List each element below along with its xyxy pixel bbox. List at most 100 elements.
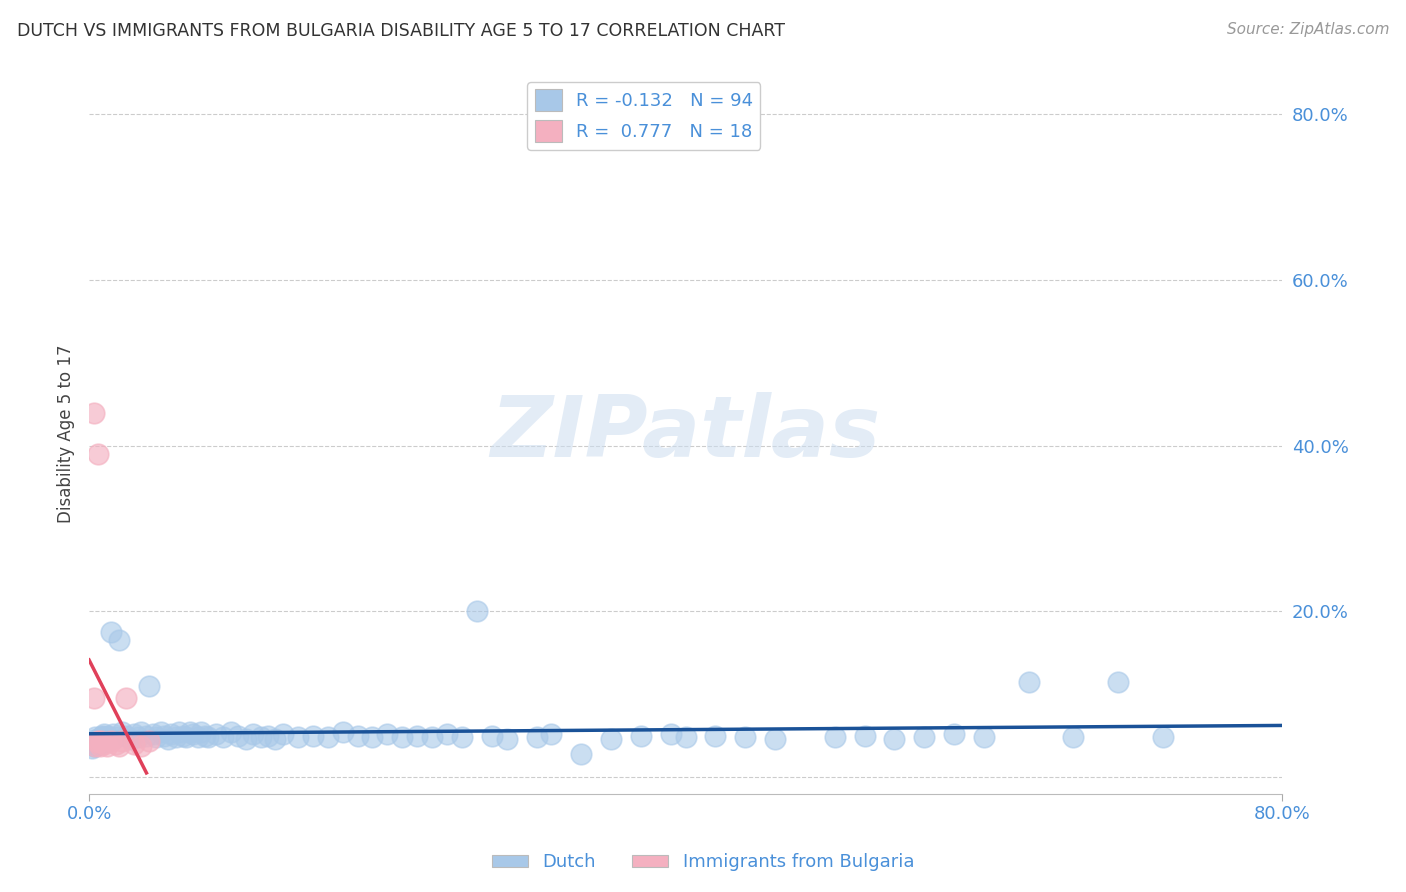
Point [391, 731, 413, 745]
Point [377, 727, 399, 741]
Point [420, 731, 443, 745]
Point [80, 741, 103, 756]
Point [167, 725, 190, 739]
Point [87, 735, 110, 749]
Point [138, 679, 160, 693]
Point [883, 731, 905, 746]
Point [83, 732, 105, 747]
Point [87, 733, 110, 747]
Point [165, 731, 187, 745]
Point [160, 727, 183, 741]
Legend: R = -0.132   N = 94, R =  0.777   N = 18: R = -0.132 N = 94, R = 0.777 N = 18 [527, 82, 761, 150]
Point [111, 725, 134, 739]
Point [108, 633, 131, 648]
Point [135, 729, 157, 743]
Point [96, 733, 118, 747]
Point [264, 731, 287, 746]
Point [149, 725, 172, 739]
Point [187, 731, 209, 745]
Point [90, 735, 112, 749]
Point [249, 731, 271, 745]
Point [912, 731, 935, 745]
Point [659, 727, 682, 741]
Point [734, 731, 756, 745]
Point [569, 747, 592, 761]
Point [436, 727, 458, 741]
Point [183, 727, 205, 741]
Point [406, 729, 429, 743]
Point [316, 731, 339, 745]
Point [675, 731, 697, 745]
Point [122, 727, 145, 741]
Point [84, 735, 107, 749]
Point [83, 739, 105, 753]
Point [100, 625, 122, 640]
Point [86, 735, 108, 749]
Point [271, 727, 294, 741]
Point [122, 737, 145, 751]
Point [87, 447, 110, 461]
Point [84, 739, 107, 753]
Point [451, 731, 474, 745]
Point [89, 739, 111, 753]
Point [93, 737, 115, 751]
Point [152, 729, 174, 743]
Point [346, 729, 368, 743]
Point [332, 724, 354, 739]
Point [704, 729, 727, 743]
Point [973, 731, 995, 745]
Point [943, 727, 966, 741]
Point [361, 731, 384, 745]
Point [108, 739, 131, 753]
Point [100, 733, 122, 747]
Point [197, 731, 219, 745]
Point [226, 729, 249, 743]
Point [104, 737, 127, 751]
Legend: Dutch, Immigrants from Bulgaria: Dutch, Immigrants from Bulgaria [485, 847, 921, 879]
Point [129, 739, 152, 753]
Point [104, 731, 127, 745]
Point [824, 731, 846, 745]
Point [93, 727, 115, 741]
Point [465, 604, 488, 618]
Point [93, 731, 115, 746]
Point [84, 731, 107, 745]
Point [87, 731, 110, 746]
Point [145, 731, 167, 745]
Point [120, 731, 142, 746]
Point [194, 729, 217, 743]
Point [481, 729, 503, 743]
Point [1062, 731, 1084, 745]
Point [115, 691, 138, 706]
Point [212, 731, 235, 745]
Point [86, 737, 108, 751]
Point [1152, 731, 1174, 745]
Point [101, 727, 124, 741]
Point [235, 731, 257, 746]
Point [242, 727, 264, 741]
Point [287, 731, 309, 745]
Point [97, 729, 120, 743]
Point [853, 729, 876, 743]
Point [630, 729, 652, 743]
Point [301, 729, 323, 743]
Point [540, 727, 562, 741]
Point [83, 691, 105, 706]
Point [111, 733, 134, 747]
Point [190, 725, 212, 739]
Text: DUTCH VS IMMIGRANTS FROM BULGARIA DISABILITY AGE 5 TO 17 CORRELATION CHART: DUTCH VS IMMIGRANTS FROM BULGARIA DISABI… [17, 22, 785, 40]
Point [86, 733, 108, 747]
Point [257, 729, 280, 743]
Point [84, 739, 107, 753]
Point [495, 731, 517, 746]
Point [763, 731, 786, 746]
Point [179, 725, 201, 739]
Point [138, 733, 160, 747]
Point [89, 733, 111, 747]
Point [600, 731, 623, 746]
Point [1018, 674, 1040, 689]
Point [83, 406, 105, 420]
Point [157, 731, 180, 746]
Point [129, 725, 152, 739]
Point [83, 737, 105, 751]
